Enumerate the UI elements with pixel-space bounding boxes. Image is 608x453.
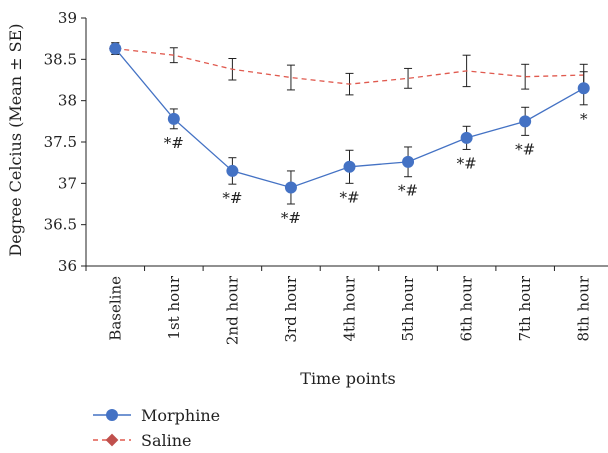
data-point-morphine: [519, 115, 532, 128]
significance-annotation: *#: [222, 189, 242, 207]
x-axis-label: Time points: [300, 369, 395, 388]
significance-annotation: *#: [164, 134, 184, 152]
significance-annotation: *#: [515, 140, 535, 158]
series-layer: [108, 42, 590, 205]
legend-marker-saline: [105, 433, 119, 447]
y-tick-label: 37.5: [44, 133, 77, 151]
significance-annotation: *: [580, 110, 588, 128]
data-point-morphine: [226, 164, 239, 177]
y-tick-label: 36: [58, 257, 77, 275]
significance-annotation: *#: [398, 182, 418, 200]
y-tick-label: 37: [58, 174, 77, 192]
x-axis-ticks: Baseline 1st hour 2nd hour 3rd hour 4th hour…: [85, 266, 593, 345]
data-point-morphine: [109, 42, 122, 55]
series-morphine: [109, 42, 590, 205]
x-tick-label: 2nd hour: [223, 275, 241, 345]
legend-marker-morphine: [106, 409, 118, 421]
legend: Morphine Saline: [93, 406, 220, 450]
x-tick-label: 7th hour: [516, 275, 534, 341]
x-tick-label: 3rd hour: [282, 275, 300, 342]
legend-item-morphine: Morphine: [93, 406, 220, 425]
series-saline: [108, 42, 588, 96]
data-point-morphine: [460, 131, 473, 144]
data-point-morphine: [167, 112, 180, 125]
y-axis-label: Degree Celcius (Mean ± SE): [6, 23, 25, 256]
data-point-morphine: [577, 82, 590, 95]
x-tick-label: 1st hour: [165, 275, 183, 339]
significance-annotation: *#: [339, 188, 359, 206]
significance-annotation: *#: [281, 209, 301, 227]
x-tick-label: Baseline: [106, 276, 124, 341]
data-point-morphine: [402, 155, 415, 168]
series-line-saline: [115, 47, 584, 85]
legend-item-saline: Saline: [93, 431, 192, 450]
y-tick-label: 38: [58, 92, 77, 110]
x-tick-label: 4th hour: [341, 275, 359, 341]
x-tick-label: 5th hour: [399, 275, 417, 341]
y-tick-label: 38.5: [44, 50, 77, 68]
data-point-morphine: [284, 181, 297, 194]
y-tick-label: 36.5: [44, 216, 77, 234]
x-tick-label: 6th hour: [458, 275, 476, 341]
y-tick-label: 39: [58, 9, 77, 27]
legend-label-saline: Saline: [141, 431, 192, 450]
legend-label-morphine: Morphine: [141, 406, 220, 425]
annotations: *# *# *# *# *# *# *# *: [164, 110, 588, 227]
significance-annotation: *#: [457, 154, 477, 172]
x-tick-label: 8th hour: [575, 275, 593, 341]
y-axis-ticks: 36 36.5 37 37.5 38 38.5 39: [44, 9, 86, 275]
data-point-morphine: [343, 160, 356, 173]
